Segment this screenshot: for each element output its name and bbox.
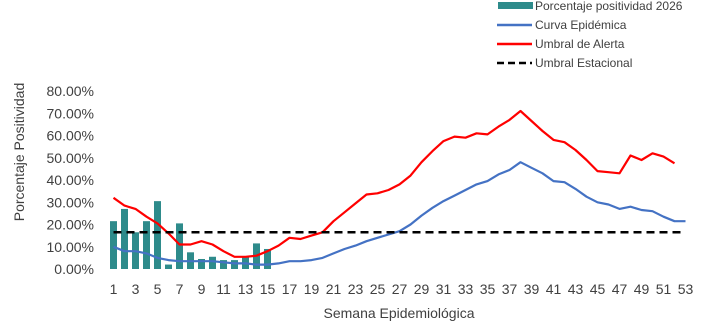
x-tick-label: 25: [370, 281, 386, 297]
bar: [121, 208, 128, 269]
x-tick-label: 19: [304, 281, 320, 297]
x-tick-label: 29: [414, 281, 430, 297]
x-tick-label: 37: [502, 281, 518, 297]
legend-label-alert: Umbral de Alerta: [535, 37, 625, 51]
x-tick-label: 11: [216, 281, 231, 297]
x-tick-label: 5: [154, 281, 162, 297]
bar-series: [110, 201, 271, 269]
bar: [154, 201, 161, 269]
bar: [165, 264, 172, 269]
x-tick-label: 45: [590, 281, 606, 297]
y-tick-label: 30.00%: [47, 194, 94, 210]
legend: Porcentaje positividad 2026 Curva Epidém…: [497, 0, 683, 70]
x-tick-label: 23: [348, 281, 364, 297]
y-axis-ticks: 0.00% 10.00% 20.00% 30.00% 40.00% 50.00% 60.00…: [47, 83, 94, 277]
x-axis-title: Semana Epidemiológica: [324, 305, 475, 321]
legend-item-seasonal: Umbral Estacional: [497, 56, 632, 70]
legend-swatch-bars: [498, 2, 533, 9]
bar: [209, 256, 216, 269]
x-tick-label: 1: [110, 281, 118, 297]
x-tick-label: 47: [612, 281, 628, 297]
x-tick-label: 15: [260, 281, 276, 297]
x-tick-label: 27: [392, 281, 408, 297]
legend-item-epidemic: Curva Epidémica: [497, 18, 627, 32]
epidemic-curve-line: [113, 161, 686, 266]
bar: [264, 248, 271, 269]
bar: [176, 223, 183, 269]
alert-threshold-line: [112, 109, 676, 258]
y-tick-label: 50.00%: [47, 150, 94, 166]
x-tick-label: 39: [524, 281, 540, 297]
bar: [198, 258, 205, 269]
x-tick-label: 33: [458, 281, 474, 297]
y-tick-label: 40.00%: [47, 172, 94, 188]
bar: [220, 260, 227, 269]
legend-item-bars: Porcentaje positividad 2026: [498, 0, 683, 13]
y-tick-label: 60.00%: [47, 128, 94, 144]
y-axis-title: Porcentaje Positividad: [11, 83, 27, 222]
x-axis-ticks: 1 3 5 7 9 11 13 15 17 19 21 23 25 27 29 31 33 35 37 39 41 43 4…: [110, 281, 694, 297]
legend-item-alert: Umbral de Alerta: [497, 37, 625, 51]
x-tick-label: 13: [238, 281, 254, 297]
x-tick-label: 7: [176, 281, 184, 297]
legend-label-epidemic: Curva Epidémica: [535, 18, 627, 32]
bar: [231, 260, 238, 269]
x-tick-label: 51: [656, 281, 672, 297]
bar: [143, 221, 150, 269]
legend-label-seasonal: Umbral Estacional: [535, 56, 632, 70]
x-tick-label: 53: [678, 281, 694, 297]
x-tick-label: 31: [436, 281, 452, 297]
x-tick-label: 35: [480, 281, 496, 297]
y-tick-label: 70.00%: [47, 105, 94, 121]
x-tick-label: 3: [132, 281, 140, 297]
line-series: [112, 109, 686, 266]
x-tick-label: 41: [546, 281, 562, 297]
x-tick-label: 9: [198, 281, 206, 297]
x-tick-label: 49: [634, 281, 650, 297]
x-tick-label: 43: [568, 281, 584, 297]
y-tick-label: 80.00%: [47, 83, 94, 99]
y-tick-label: 20.00%: [47, 217, 94, 233]
bar: [110, 221, 117, 269]
legend-label-bars: Porcentaje positividad 2026: [535, 0, 683, 13]
x-tick-label: 17: [282, 281, 298, 297]
y-tick-label: 0.00%: [54, 261, 94, 277]
x-tick-label: 21: [326, 281, 342, 297]
y-tick-label: 10.00%: [47, 239, 94, 255]
